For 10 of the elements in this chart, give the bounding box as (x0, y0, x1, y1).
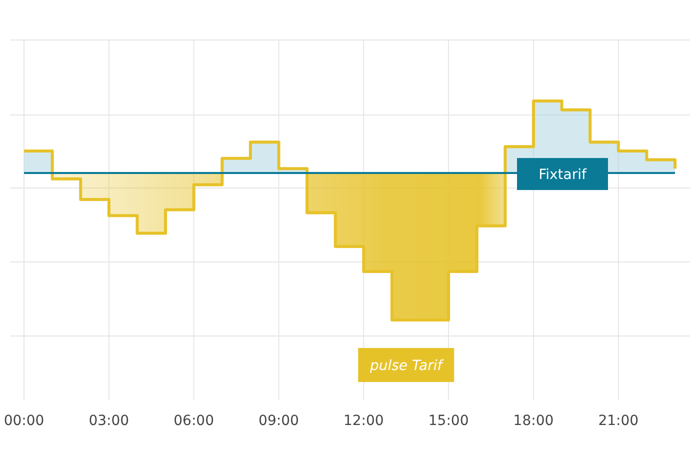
x-tick-label: 00:00 (4, 413, 44, 429)
x-tick-label: 15:00 (428, 413, 469, 429)
x-tick-label: 03:00 (88, 413, 130, 429)
x-tick-label: 18:00 (513, 413, 554, 429)
x-tick-label: 12:00 (343, 413, 384, 429)
x-tick-label: 09:00 (258, 413, 299, 429)
x-tick-label: 06:00 (174, 413, 214, 429)
text: pulse Tarif (368, 358, 444, 374)
ref-line-label: Fixtarif (538, 167, 588, 184)
x-tick-label: 21:00 (598, 413, 639, 429)
